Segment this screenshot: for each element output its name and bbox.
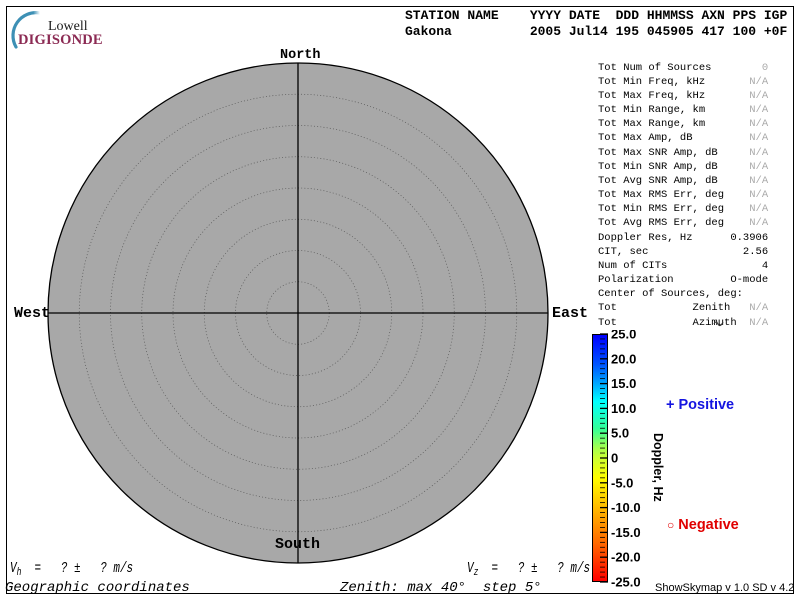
svg-text:0: 0 — [611, 451, 618, 466]
svg-text:-10.0: -10.0 — [611, 500, 641, 515]
svg-text:-25.0: -25.0 — [611, 575, 641, 590]
svg-text:20.0: 20.0 — [611, 351, 636, 366]
svg-text:25.0: 25.0 — [611, 330, 636, 342]
svg-text:15.0: 15.0 — [611, 376, 636, 391]
svg-text:-20.0: -20.0 — [611, 550, 641, 565]
svg-text:10.0: 10.0 — [611, 401, 636, 416]
svg-text:5.0: 5.0 — [611, 426, 629, 441]
svg-text:-15.0: -15.0 — [611, 525, 641, 540]
svg-text:-5.0: -5.0 — [611, 475, 633, 490]
